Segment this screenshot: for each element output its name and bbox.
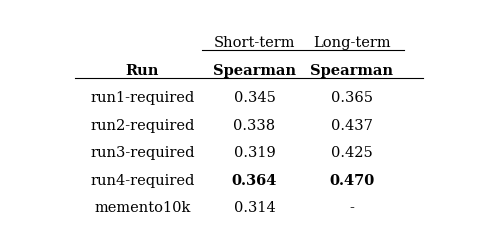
Text: run1-required: run1-required: [90, 91, 195, 105]
Text: 0.319: 0.319: [234, 146, 275, 160]
Text: run3-required: run3-required: [90, 146, 195, 160]
Text: 0.364: 0.364: [232, 173, 277, 187]
Text: run4-required: run4-required: [90, 173, 195, 187]
Text: 0.425: 0.425: [331, 146, 373, 160]
Text: Long-term: Long-term: [313, 36, 390, 50]
Text: Run: Run: [126, 64, 159, 78]
Text: 0.437: 0.437: [331, 118, 373, 132]
Text: -: -: [349, 200, 354, 214]
Text: 0.345: 0.345: [234, 91, 275, 105]
Text: run2-required: run2-required: [90, 118, 195, 132]
Text: memento10k: memento10k: [94, 200, 190, 214]
Text: Spearman: Spearman: [213, 64, 296, 78]
Text: 0.338: 0.338: [233, 118, 276, 132]
Text: Spearman: Spearman: [310, 64, 393, 78]
Text: 0.314: 0.314: [234, 200, 275, 214]
Text: 0.470: 0.470: [329, 173, 374, 187]
Text: 0.365: 0.365: [331, 91, 373, 105]
Text: Short-term: Short-term: [214, 36, 295, 50]
